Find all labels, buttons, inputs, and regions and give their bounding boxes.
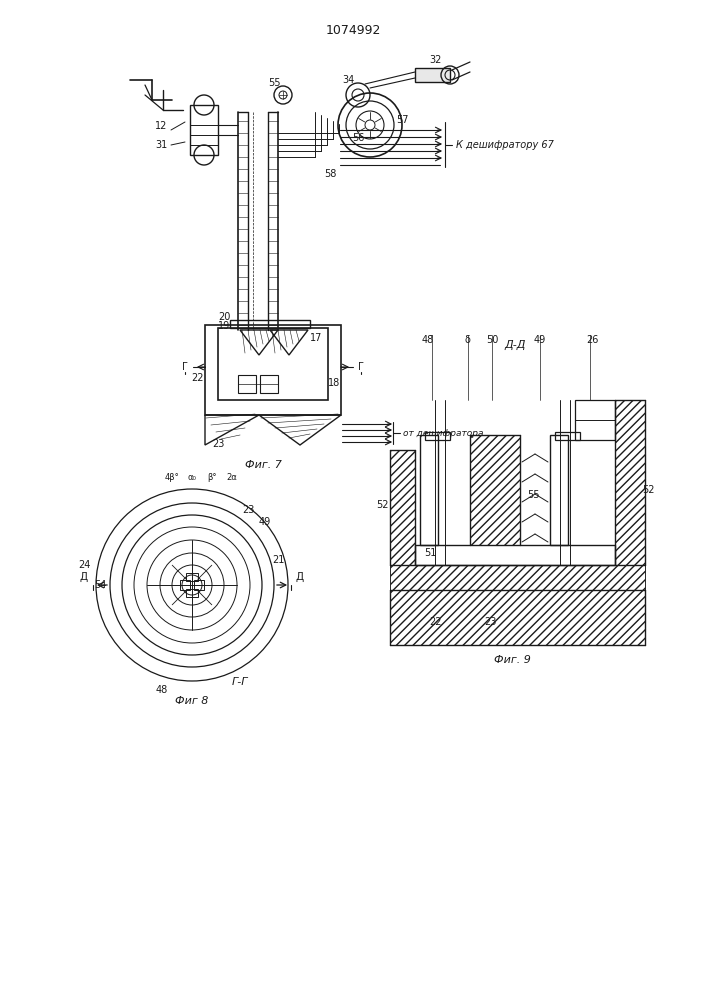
- Text: 20: 20: [218, 312, 230, 322]
- Text: Г: Г: [358, 362, 364, 372]
- Text: 31: 31: [155, 140, 167, 150]
- Text: 48: 48: [156, 685, 168, 695]
- Text: 54: 54: [94, 580, 106, 590]
- Text: Фиг 8: Фиг 8: [175, 696, 209, 706]
- Text: 49: 49: [534, 335, 546, 345]
- Bar: [555, 432, 580, 440]
- Text: 1074992: 1074992: [325, 23, 380, 36]
- Bar: [260, 375, 278, 393]
- Text: 23: 23: [484, 617, 496, 627]
- Text: α₀: α₀: [187, 473, 197, 482]
- Text: Д: Д: [80, 572, 88, 582]
- Text: 22: 22: [428, 617, 441, 627]
- Text: 50: 50: [486, 335, 498, 345]
- Text: Г: Г: [182, 362, 188, 372]
- Text: 12: 12: [155, 121, 167, 131]
- Text: Г-Г: Г-Г: [232, 677, 248, 687]
- Text: 18: 18: [328, 378, 340, 388]
- Text: 24: 24: [78, 560, 90, 570]
- Bar: [550, 435, 568, 545]
- Text: 55: 55: [527, 490, 539, 500]
- Text: 23: 23: [242, 505, 255, 515]
- Text: 17: 17: [310, 333, 322, 343]
- Bar: [205, 325, 341, 415]
- Text: 49: 49: [259, 517, 271, 527]
- Text: 26: 26: [586, 335, 598, 345]
- Text: 4β°: 4β°: [165, 473, 180, 482]
- Text: 48: 48: [422, 335, 434, 345]
- Bar: [415, 545, 615, 565]
- Text: 22: 22: [192, 373, 204, 383]
- Text: β°: β°: [207, 473, 217, 482]
- Text: 2α: 2α: [227, 473, 238, 482]
- Bar: [415, 68, 450, 82]
- Text: 56: 56: [352, 133, 364, 143]
- Text: 19: 19: [218, 321, 230, 331]
- Bar: [420, 435, 438, 545]
- Text: К дешифратору 67: К дешифратору 67: [456, 140, 554, 150]
- Text: Д-Д: Д-Д: [504, 340, 526, 350]
- Text: 52: 52: [642, 485, 654, 495]
- Bar: [190, 105, 218, 155]
- Bar: [425, 432, 450, 440]
- Text: 51: 51: [423, 548, 436, 558]
- Text: Фиг. 7: Фиг. 7: [245, 460, 281, 470]
- Bar: [186, 573, 198, 581]
- Text: от дешифратора: от дешифратора: [403, 428, 484, 438]
- Text: 57: 57: [396, 115, 408, 125]
- Text: 52: 52: [375, 500, 388, 510]
- Bar: [238, 375, 256, 393]
- Bar: [218, 328, 328, 400]
- Text: 23: 23: [212, 439, 224, 449]
- Bar: [575, 400, 615, 440]
- Bar: [230, 320, 310, 328]
- Text: 34: 34: [342, 75, 354, 85]
- Text: δ: δ: [464, 335, 470, 345]
- Text: 58: 58: [324, 169, 337, 179]
- Text: Д: Д: [296, 572, 304, 582]
- Text: 21: 21: [271, 555, 284, 565]
- Bar: [180, 580, 190, 590]
- Text: 32: 32: [429, 55, 441, 65]
- Bar: [194, 580, 204, 590]
- Text: 55: 55: [268, 78, 280, 88]
- Bar: [186, 589, 198, 597]
- Text: Фиг. 9: Фиг. 9: [493, 655, 530, 665]
